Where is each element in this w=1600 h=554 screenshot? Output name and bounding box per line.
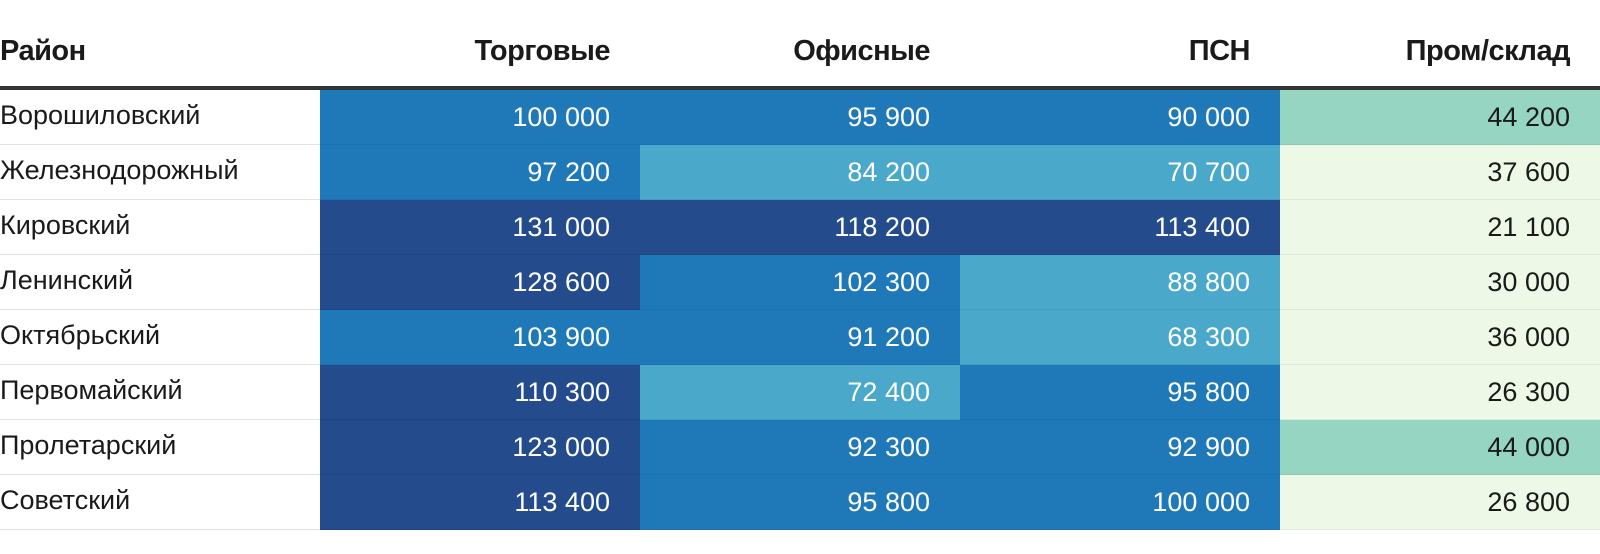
- heatmap-cell: 26 800: [1280, 474, 1600, 530]
- column-header-label: Пром/склад: [1405, 35, 1571, 67]
- table-row: Первомайский 110 300 72 400 95 800 26 300: [0, 364, 1600, 420]
- heatmap-cell: 90 000: [960, 88, 1280, 145]
- district-name-cell: Ворошиловский: [0, 88, 320, 145]
- heatmap-cell: 100 000: [960, 474, 1280, 530]
- column-header-label: ПСН: [1188, 35, 1251, 67]
- heatmap-cell: 123 000: [320, 419, 640, 475]
- heatmap-cell: 102 300: [640, 254, 960, 310]
- table-row: Ленинский 128 600 102 300 88 800 30 000: [0, 254, 1600, 310]
- district-name-cell: Советский: [0, 474, 320, 530]
- district-name-cell: Ленинский: [0, 254, 320, 310]
- district-name-cell: Октябрьский: [0, 309, 320, 365]
- heatmap-cell: 70 700: [960, 144, 1280, 200]
- district-name-cell: Пролетарский: [0, 419, 320, 475]
- table-row: Кировский 131 000 118 200 113 400 21 100: [0, 199, 1600, 255]
- district-name: Железнодорожный: [0, 154, 239, 185]
- table-body: Ворошиловский 100 000 95 900 90 000 44 200 Же…: [0, 88, 1600, 530]
- heatmap-cell: 113 400: [960, 199, 1280, 255]
- heatmap-cell: 44 000: [1280, 419, 1600, 475]
- table-row: Ворошиловский 100 000 95 900 90 000 44 200: [0, 88, 1600, 145]
- heatmap-cell: 91 200: [640, 309, 960, 365]
- column-header-label: Торговые: [474, 35, 611, 67]
- district-name: Октябрьский: [0, 319, 161, 350]
- column-header-retail: Торговые: [320, 0, 640, 90]
- heatmap-cell: 88 800: [960, 254, 1280, 310]
- heatmap-cell: 97 200: [320, 144, 640, 200]
- heatmap-cell: 131 000: [320, 199, 640, 255]
- heatmap-cell: 95 800: [640, 474, 960, 530]
- district-name-cell: Кировский: [0, 199, 320, 255]
- district-name: Ленинский: [0, 264, 134, 295]
- heatmap-cell: 113 400: [320, 474, 640, 530]
- district-name: Ворошиловский: [0, 99, 201, 130]
- heatmap-cell: 118 200: [640, 199, 960, 255]
- heatmap-cell: 26 300: [1280, 364, 1600, 420]
- heatmap-cell: 100 000: [320, 88, 640, 145]
- column-header-label: Район: [0, 35, 86, 67]
- column-header-office: Офисные: [640, 0, 960, 90]
- heatmap-cell: 36 000: [1280, 309, 1600, 365]
- heatmap-cell: 92 900: [960, 419, 1280, 475]
- column-header-label: Офисные: [793, 35, 930, 67]
- district-name: Пролетарский: [0, 429, 177, 460]
- heatmap-cell: 30 000: [1280, 254, 1600, 310]
- table-row: Советский 113 400 95 800 100 000 26 800: [0, 474, 1600, 530]
- price-heatmap-table: Район Торговые Офисные ПСН Пром/склад Во…: [0, 0, 1600, 530]
- table-row: Железнодорожный 97 200 84 200 70 700 37 600: [0, 144, 1600, 200]
- district-name-cell: Первомайский: [0, 364, 320, 420]
- heatmap-cell: 103 900: [320, 309, 640, 365]
- header-row: Район Торговые Офисные ПСН Пром/склад: [0, 0, 1600, 90]
- heatmap-cell: 95 800: [960, 364, 1280, 420]
- heatmap-cell: 37 600: [1280, 144, 1600, 200]
- heatmap-cell: 110 300: [320, 364, 640, 420]
- district-name-cell: Железнодорожный: [0, 144, 320, 200]
- heatmap-cell: 92 300: [640, 419, 960, 475]
- heatmap-cell: 84 200: [640, 144, 960, 200]
- district-name: Кировский: [0, 209, 131, 240]
- heatmap-cell: 68 300: [960, 309, 1280, 365]
- heatmap-cell: 128 600: [320, 254, 640, 310]
- district-name: Первомайский: [0, 374, 183, 405]
- column-header-industrial: Пром/склад: [1280, 0, 1600, 90]
- heatmap-cell: 72 400: [640, 364, 960, 420]
- column-header-district: Район: [0, 0, 320, 90]
- heatmap-cell: 21 100: [1280, 199, 1600, 255]
- heatmap-cell: 44 200: [1280, 88, 1600, 145]
- column-header-psn: ПСН: [960, 0, 1280, 90]
- heatmap-cell: 95 900: [640, 88, 960, 145]
- table-row: Пролетарский 123 000 92 300 92 900 44 000: [0, 419, 1600, 475]
- district-name: Советский: [0, 484, 131, 515]
- table-row: Октябрьский 103 900 91 200 68 300 36 000: [0, 309, 1600, 365]
